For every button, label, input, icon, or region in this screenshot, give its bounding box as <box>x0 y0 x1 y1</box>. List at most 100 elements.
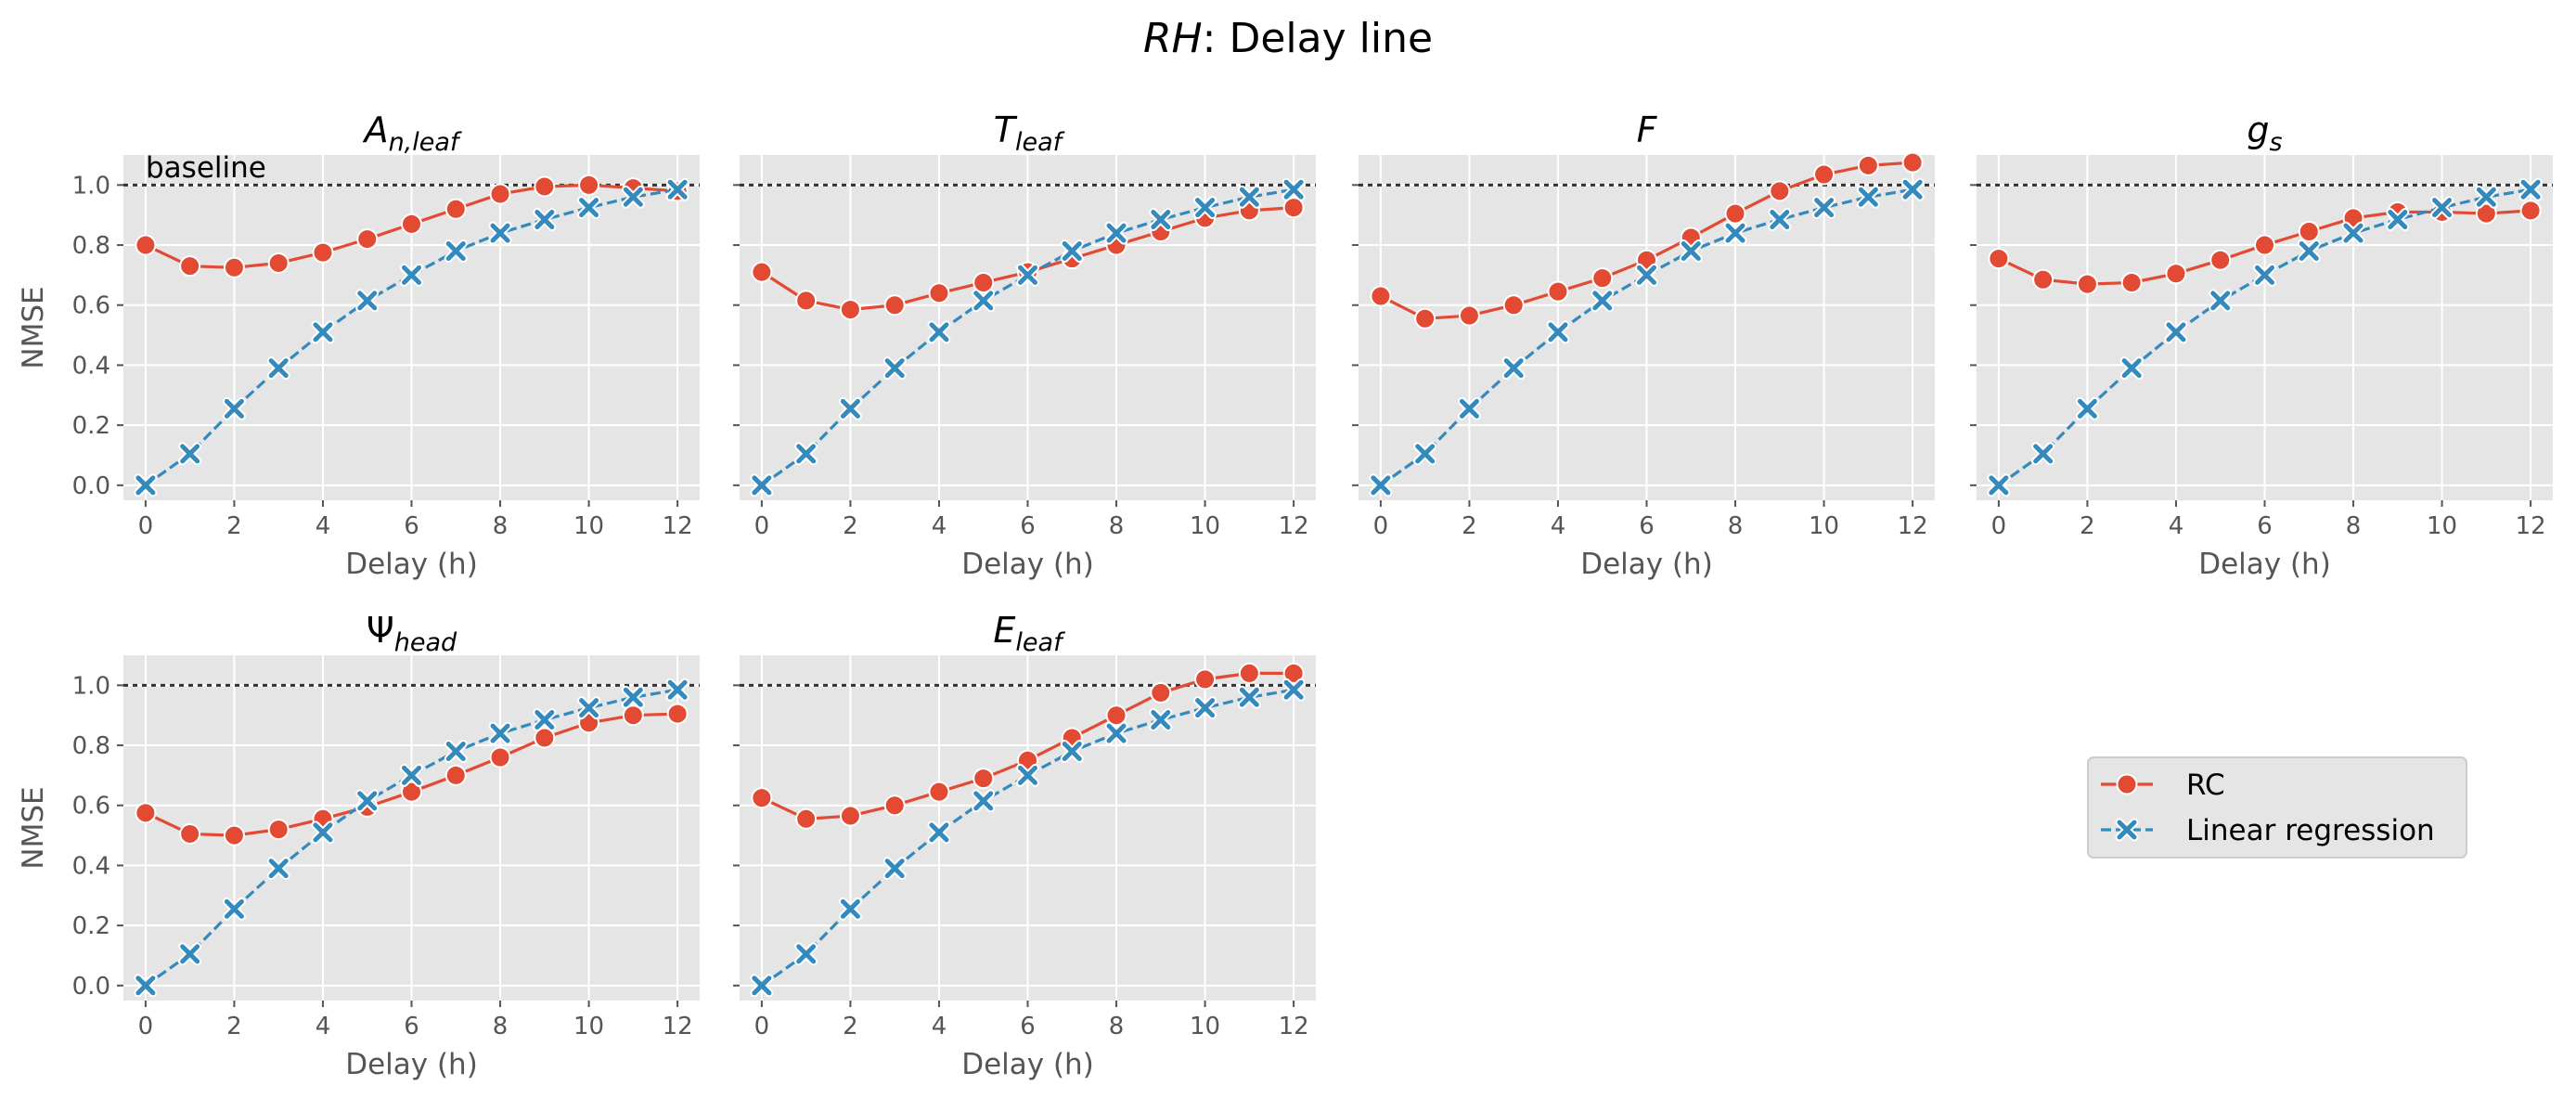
figure-title: RH: Delay line <box>1143 15 1433 62</box>
rc-point <box>2475 202 2497 225</box>
lr-point <box>180 444 200 464</box>
lr-point <box>357 291 378 311</box>
lr-point <box>402 265 421 285</box>
y-axis-label: NMSE <box>17 286 50 368</box>
rc-point <box>795 290 818 312</box>
rc-point <box>1857 154 1879 176</box>
x-tick-label: 10 <box>1190 1013 1220 1040</box>
legend-entry-1: Linear regression <box>2101 814 2435 847</box>
lr-point <box>268 358 289 379</box>
lr-point <box>840 898 860 919</box>
rc-point <box>795 807 818 830</box>
x-tick-label: 4 <box>316 1013 331 1040</box>
rc-point <box>223 824 245 846</box>
legend: RC Linear regression <box>2087 756 2467 859</box>
rc-point <box>928 781 950 803</box>
x-tick-label: 2 <box>226 512 242 540</box>
lr-point <box>224 898 244 919</box>
lr-point <box>1018 265 1037 285</box>
lr-point <box>973 291 994 311</box>
panel-title-main: E <box>993 610 1015 651</box>
rc-point <box>489 746 511 769</box>
lr-point <box>2432 198 2453 218</box>
lr-point <box>884 859 905 879</box>
rc-point <box>312 241 334 264</box>
lr-point <box>1415 444 1436 464</box>
x-tick-label: 2 <box>843 512 858 540</box>
rc-point <box>972 271 995 293</box>
y-tick-label: 1.0 <box>72 672 110 700</box>
rc-point <box>2120 271 2143 293</box>
x-tick-label: 12 <box>1898 512 1928 540</box>
x-tick-label: 2 <box>226 1013 242 1040</box>
x-tick-label: 6 <box>404 512 419 540</box>
lr-point <box>1459 398 1479 419</box>
x-tick-label: 8 <box>1109 1013 1125 1040</box>
series-linear-regression <box>750 177 1306 497</box>
rc-point <box>1591 267 1614 290</box>
x-tick-label: 2 <box>843 1013 858 1040</box>
x-tick-label: 0 <box>1373 512 1389 540</box>
rc-point <box>1724 202 1746 225</box>
panel-title-sub: leaf <box>1015 628 1065 657</box>
lr-point <box>1062 241 1082 262</box>
x-tick-label: 12 <box>663 512 693 540</box>
lr-point <box>1902 179 1923 200</box>
x-axis-label: Delay (h) <box>345 548 478 581</box>
lr-point <box>929 322 949 342</box>
legend-marker <box>2117 820 2137 840</box>
lr-point <box>752 975 772 996</box>
lr-point <box>2210 291 2231 311</box>
x-tick-label: 0 <box>138 512 154 540</box>
panel-title-main: A <box>362 110 389 150</box>
x-axis-label: Delay (h) <box>961 548 1094 581</box>
rc-point <box>179 822 201 845</box>
rc-point <box>1194 668 1217 691</box>
x-tick-label: 8 <box>2346 512 2362 540</box>
lr-point <box>579 198 599 218</box>
lr-point <box>224 398 244 419</box>
rc-point <box>928 282 950 304</box>
x-axis-label: Delay (h) <box>961 1048 1094 1081</box>
x-tick-label: 4 <box>316 512 331 540</box>
lr-point <box>1283 179 1304 200</box>
lr-point <box>973 791 994 811</box>
x-tick-label: 0 <box>1991 512 2007 540</box>
x-tick-label: 6 <box>1639 512 1655 540</box>
rc-point <box>1901 151 1924 174</box>
rc-point <box>622 704 644 727</box>
rc-point <box>135 802 157 824</box>
panel-3: 0 2 4 6 8 10 12 Delay (h) gs <box>1970 110 2553 581</box>
x-tick-label: 10 <box>573 512 604 540</box>
lr-point <box>1151 210 1171 230</box>
rc-point <box>1813 163 1835 186</box>
lr-point <box>2299 241 2319 262</box>
x-tick-label: 8 <box>1728 512 1744 540</box>
lr-point <box>2255 265 2274 285</box>
x-tick-label: 4 <box>932 1013 947 1040</box>
rc-point <box>444 764 467 786</box>
x-tick-label: 12 <box>663 1013 693 1040</box>
y-tick-label: 0.0 <box>72 472 110 500</box>
x-tick-label: 8 <box>1109 512 1125 540</box>
x-tick-label: 4 <box>932 512 947 540</box>
lr-point <box>796 944 817 964</box>
panels: 0 2 4 6 8 10 12 0.0 0.2 0.4 0.6 0.8 1.0 Delay (h) NMSE… <box>17 110 2553 1081</box>
lr-point <box>623 187 643 207</box>
lr-point <box>535 210 555 230</box>
y-tick-label: 0.6 <box>72 292 110 320</box>
panel-5: 0 2 4 6 8 10 12 Delay (h) Eleaf <box>733 610 1316 1081</box>
rc-point <box>267 252 290 274</box>
legend-marker <box>2116 773 2138 795</box>
rc-point <box>356 228 379 251</box>
x-tick-label: 0 <box>138 1013 154 1040</box>
rc-point <box>135 234 157 256</box>
lr-point <box>1018 765 1037 785</box>
y-tick-label: 0.4 <box>72 852 110 880</box>
rc-point <box>1547 280 1569 303</box>
lr-point <box>1814 198 1835 218</box>
rc-point <box>751 261 773 283</box>
rc-point <box>1282 662 1305 684</box>
rc-point <box>1238 662 1260 684</box>
lr-point <box>579 698 599 718</box>
